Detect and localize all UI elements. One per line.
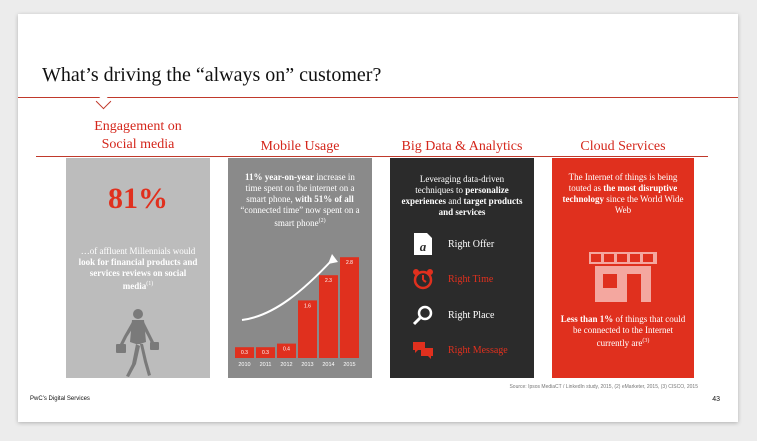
panel-social: 81% …of affluent Millennials would look … bbox=[66, 158, 210, 378]
right-place-label: Right Place bbox=[448, 309, 495, 321]
footer-company: PwC’s Digital Services bbox=[30, 396, 90, 402]
header-rule bbox=[36, 156, 708, 157]
cloud-text: The Internet of things is being touted a… bbox=[562, 172, 684, 215]
bar-2013 bbox=[298, 300, 317, 358]
bar-value-label: 0.4 bbox=[283, 347, 290, 353]
trend-arrow bbox=[241, 259, 333, 321]
x-tick-label: 2010 bbox=[238, 362, 250, 368]
bar-2011 bbox=[256, 347, 275, 358]
x-tick-label: 2011 bbox=[260, 362, 272, 368]
right-message-row: Right Message bbox=[412, 338, 528, 362]
source-note: Source: Ipsos MediaCT / LinkedIn study, … bbox=[509, 384, 698, 390]
bar-2012 bbox=[277, 343, 296, 358]
x-tick-label: 2012 bbox=[280, 362, 292, 368]
bar-2015 bbox=[340, 257, 359, 358]
column-head-social: Engagement on Social media bbox=[94, 119, 182, 152]
bar-value-label: 2.3 bbox=[325, 278, 332, 284]
walking-woman-icon bbox=[116, 309, 159, 377]
trend-arrowhead bbox=[328, 254, 338, 264]
page-number: 43 bbox=[712, 396, 720, 403]
right-place-row: Right Place bbox=[412, 303, 528, 327]
stat-81-percent: 81% bbox=[108, 182, 168, 215]
column-head-bigdata: Big Data & Analytics bbox=[401, 139, 523, 154]
alarm-clock-icon bbox=[412, 268, 434, 290]
slide: What’s driving the “always on” customer?… bbox=[18, 14, 738, 422]
slide-title: What’s driving the “always on” customer? bbox=[42, 64, 382, 86]
chart-ylabel: in Number of hours of mobile per day bbox=[371, 236, 376, 312]
mobile-usage-chart: 0.3 2010 0.3 2011 0.4 2012 1.6 2013 2.3 2014 2.8 20… bbox=[235, 254, 359, 368]
right-offer-label: Right Offer bbox=[448, 238, 495, 250]
bar-value-label: 1.6 bbox=[304, 303, 311, 309]
x-tick-label: 2013 bbox=[301, 362, 313, 368]
x-tick-label: 2015 bbox=[343, 362, 355, 368]
bar-value-label: 0.3 bbox=[262, 350, 269, 356]
column-head-mobile: Mobile Usage bbox=[260, 139, 340, 154]
title-rule bbox=[18, 97, 738, 98]
cloud-bottom-text: Less than 1% of things that could be con… bbox=[560, 314, 686, 348]
right-offer-row: a Right Offer bbox=[412, 232, 528, 256]
bar-2014 bbox=[319, 275, 338, 358]
mobile-text: 11% year-on-year increase in time spent … bbox=[240, 172, 360, 228]
panel-mobile: 11% year-on-year increase in time spent … bbox=[228, 158, 376, 378]
speech-bubbles-icon bbox=[412, 339, 434, 361]
right-time-label: Right Time bbox=[448, 273, 494, 285]
magnifier-icon bbox=[412, 304, 434, 326]
panel-bigdata: Leveraging data-driven techniques to per… bbox=[390, 158, 534, 378]
bar-2010 bbox=[235, 347, 254, 358]
storefront-icon bbox=[589, 252, 657, 302]
panel-cloud: The Internet of things is being touted a… bbox=[552, 158, 694, 378]
right-time-row: Right Time bbox=[412, 267, 528, 291]
x-tick-label: 2014 bbox=[322, 362, 334, 368]
bar-value-label: 2.8 bbox=[346, 260, 353, 266]
svg-text:a: a bbox=[420, 239, 427, 254]
column-head-cloud: Cloud Services bbox=[580, 139, 666, 154]
bar-value-label: 0.3 bbox=[241, 350, 248, 356]
right-message-label: Right Message bbox=[448, 344, 508, 356]
social-text: …of affluent Millennials would look for … bbox=[78, 246, 198, 291]
bigdata-text: Leveraging data-driven techniques to per… bbox=[401, 174, 523, 217]
letter-a-icon: a bbox=[412, 233, 434, 255]
